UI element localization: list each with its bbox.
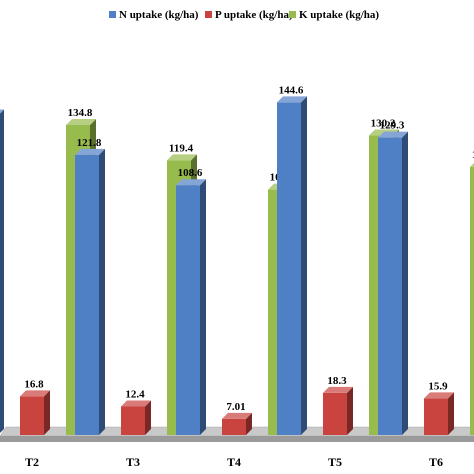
bar-t5-s2 xyxy=(323,392,347,435)
bar-top-t2-s3 xyxy=(66,118,96,125)
bar-top-t2-s2 xyxy=(20,390,50,397)
bar-side-t3-s1 xyxy=(99,148,105,436)
legend-label-p-uptake: P uptake (kg/ha) xyxy=(215,9,293,21)
x-tick-label-t2: T2 xyxy=(25,455,39,469)
bar-side-t5-s1 xyxy=(301,96,307,436)
x-tick-label-t4: T4 xyxy=(227,455,241,469)
bar-side-t4-s1 xyxy=(200,179,206,435)
bar-top-t6-s3 xyxy=(470,162,474,167)
bar-side-t5-s2 xyxy=(347,386,353,435)
bar-t2-s2 xyxy=(20,396,44,435)
data-label-t6-s3: 116.6 xyxy=(472,149,474,161)
bar-side-t6-s2 xyxy=(448,392,454,435)
data-label-t3-s2: 12.4 xyxy=(125,388,145,400)
x-tick-label-t5: T5 xyxy=(328,455,342,469)
legend-swatch-red xyxy=(205,11,212,18)
bar-top-t6-s2 xyxy=(424,392,454,399)
bar-t6-s1 xyxy=(378,137,402,436)
bar-t6-s3 xyxy=(470,166,474,435)
data-label-t3-s3: 119.4 xyxy=(169,142,194,154)
legend-label-n-uptake: N uptake (kg/ha) xyxy=(119,9,199,21)
floor-front xyxy=(0,436,474,442)
legend-item-k-uptake: K uptake (kg/ha) xyxy=(289,9,379,21)
data-label-t4-s1: 108.6 xyxy=(178,167,203,179)
legend-item-p-uptake: P uptake (kg/ha) xyxy=(205,9,293,21)
bar-top-t3-s3 xyxy=(167,154,197,161)
x-tick-label-t6: T6 xyxy=(429,455,443,469)
legend: N uptake (kg/ha) P uptake (kg/ha) K upta… xyxy=(0,9,474,27)
data-label-t2-s2: 16.8 xyxy=(24,378,44,390)
data-label-t5-s1: 144.6 xyxy=(279,84,304,96)
legend-swatch-blue xyxy=(109,11,116,18)
bar-top-t2-s1 xyxy=(0,109,4,114)
data-label-t6-s2: 15.9 xyxy=(428,380,448,392)
bar-side-t6-s1 xyxy=(402,131,408,436)
data-label-t4-s2: 7.01 xyxy=(226,401,245,413)
data-label-t2-s3: 134.8 xyxy=(68,107,93,119)
data-label-t5-s3: 130.2 xyxy=(371,118,396,130)
bar-top-t4-s2 xyxy=(222,412,252,419)
bar-side-t4-s2 xyxy=(246,412,252,435)
bar-top-t3-s1 xyxy=(75,148,105,155)
bar-top-t4-s1 xyxy=(176,179,206,186)
bar-top-t5-s1 xyxy=(277,96,307,103)
legend-swatch-green xyxy=(289,11,296,18)
bar-t4-s2 xyxy=(222,418,246,435)
legend-item-n-uptake: N uptake (kg/ha) xyxy=(109,9,198,21)
data-label-t3-s1: 121.8 xyxy=(77,137,102,149)
bar-side-t3-s2 xyxy=(145,400,151,435)
data-label-t2-s1: 138.9 xyxy=(0,98,1,110)
bar-t3-s2 xyxy=(121,406,145,435)
legend-label-k-uptake: K uptake (kg/ha) xyxy=(299,9,380,21)
bar-t3-s1 xyxy=(75,154,99,436)
bar-top-t3-s2 xyxy=(121,400,151,407)
bar-side-t2-s1 xyxy=(0,109,4,433)
data-label-t5-s2: 18.3 xyxy=(327,375,347,387)
bar-top-t6-s1 xyxy=(378,131,408,138)
data-label-t6-s1: 129.3 xyxy=(380,120,405,132)
bar-t5-s1 xyxy=(277,102,301,436)
bar-top-t5-s2 xyxy=(323,386,353,393)
bar-t4-s1 xyxy=(176,185,200,435)
bar-side-t2-s2 xyxy=(44,390,50,435)
x-tick-label-t3: T3 xyxy=(126,455,140,469)
bar-t6-s2 xyxy=(424,398,448,435)
